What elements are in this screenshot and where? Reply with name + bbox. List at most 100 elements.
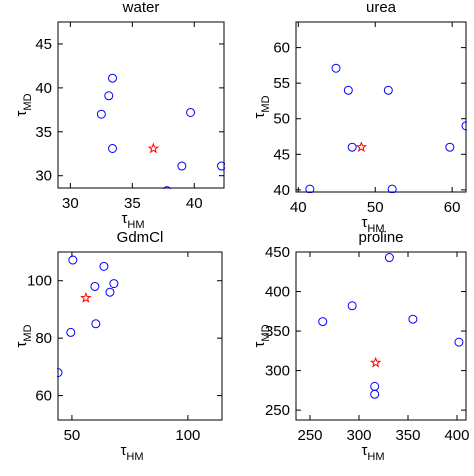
circle-point: [318, 317, 328, 327]
circle-point: [90, 281, 100, 291]
y-tick-label: 35: [35, 124, 52, 141]
x-axis-label-symbol: τ: [361, 214, 367, 231]
points: [305, 63, 467, 193]
circle-point: [445, 142, 455, 152]
y-tick-label: 40: [273, 182, 290, 199]
y-axis-label-subscript: MD: [260, 95, 272, 112]
y-tick-label: 80: [35, 330, 52, 347]
x-tick-label: 40: [186, 195, 203, 212]
y-axis-label: τMD: [13, 324, 34, 347]
y-tick-label: 100: [27, 273, 52, 290]
circle-point: [99, 261, 109, 271]
x-axis-label-symbol: τ: [361, 442, 367, 459]
y-tick-label: 60: [273, 40, 290, 57]
y-axis-label: τMD: [251, 324, 272, 347]
x-axis-label-symbol: τ: [120, 442, 126, 459]
x-axis-label-subscript: HM: [126, 451, 143, 463]
y-axis-label-subscript: MD: [22, 93, 34, 110]
x-tick-label: 250: [297, 427, 322, 444]
circle-point: [408, 314, 418, 324]
x-axis-label: τHM: [361, 214, 384, 235]
y-axis-label: τMD: [13, 93, 34, 116]
circle-point: [186, 107, 196, 117]
x-tick-label: 300: [346, 427, 371, 444]
points: [57, 255, 119, 378]
circle-point: [162, 186, 172, 189]
axes-box: [295, 251, 467, 421]
circle-point: [370, 381, 380, 391]
points: [96, 73, 225, 189]
y-tick-label: 450: [265, 244, 290, 261]
circle-point: [384, 253, 394, 263]
y-tick-label: 45: [273, 146, 290, 163]
circle-point: [66, 327, 76, 337]
circle-point: [57, 368, 63, 378]
y-tick-label: 40: [35, 80, 52, 97]
circle-point: [96, 109, 106, 119]
y-tick-label: 300: [265, 363, 290, 380]
y-tick-label: 350: [265, 323, 290, 340]
x-tick-label: 30: [62, 195, 79, 212]
x-axis-label-symbol: τ: [121, 210, 127, 227]
circle-point: [305, 184, 315, 193]
y-axis-label: τMD: [251, 95, 272, 118]
y-axis-label-subscript: MD: [22, 324, 34, 341]
circle-point: [347, 301, 357, 311]
y-axis-label-symbol: τ: [13, 111, 30, 117]
star-point: [370, 356, 382, 368]
y-axis-label-subscript: MD: [260, 324, 272, 341]
circle-point: [108, 143, 118, 153]
x-axis-label-subscript: HM: [367, 223, 384, 235]
x-axis-label: τHM: [120, 442, 143, 463]
x-tick-label: 40: [290, 199, 307, 216]
x-axis-label-subscript: HM: [127, 219, 144, 231]
circle-point: [454, 337, 464, 347]
axes-box: [57, 251, 223, 421]
x-tick-label: 400: [444, 427, 469, 444]
subplot-title: water: [122, 0, 160, 16]
x-axis-label-subscript: HM: [367, 451, 384, 463]
x-axis-label: τHM: [121, 210, 144, 231]
y-tick-label: 45: [35, 36, 52, 53]
circle-point: [68, 255, 78, 265]
circle-point: [177, 161, 187, 171]
y-tick-label: 400: [265, 284, 290, 301]
y-tick-label: 60: [35, 388, 52, 405]
circle-point: [461, 121, 467, 131]
circle-point: [370, 389, 380, 399]
circle-point: [105, 287, 115, 297]
y-tick-label: 50: [273, 111, 290, 128]
y-axis-label-symbol: τ: [251, 342, 268, 348]
subplot-title: urea: [366, 0, 397, 16]
x-tick-label: 350: [395, 427, 420, 444]
star-point: [80, 292, 92, 303]
circle-point: [217, 161, 225, 171]
x-tick-label: 60: [444, 199, 461, 216]
star-point: [147, 142, 160, 154]
circle-point: [383, 85, 393, 95]
subplot-title: GdmCl: [117, 229, 164, 246]
axes-box: [57, 21, 225, 189]
circle-point: [331, 63, 341, 73]
x-tick-label: 50: [367, 199, 384, 216]
y-tick-label: 250: [265, 402, 290, 419]
y-tick-label: 30: [35, 168, 52, 185]
x-tick-label: 50: [64, 427, 81, 444]
y-axis-label-symbol: τ: [13, 342, 30, 348]
x-axis-label: τHM: [361, 442, 384, 463]
x-tick-label: 35: [124, 195, 141, 212]
y-tick-label: 55: [273, 75, 290, 92]
subplot-title: proline: [358, 229, 403, 246]
circle-point: [109, 279, 119, 289]
axes-box: [295, 21, 467, 193]
circle-point: [347, 142, 357, 152]
points: [318, 253, 464, 399]
y-axis-label-symbol: τ: [251, 113, 268, 119]
circle-point: [91, 319, 101, 329]
circle-point: [104, 91, 114, 101]
circle-point: [108, 73, 118, 83]
x-tick-label: 100: [175, 427, 200, 444]
circle-point: [343, 85, 353, 95]
star-point: [355, 141, 368, 152]
